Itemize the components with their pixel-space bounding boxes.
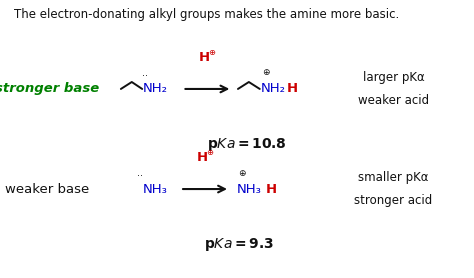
Text: stronger acid: stronger acid <box>354 194 433 207</box>
Text: H: H <box>287 83 298 95</box>
Text: stronger base: stronger base <box>0 83 100 95</box>
Text: NH₃: NH₃ <box>143 183 168 195</box>
Text: NH₂: NH₂ <box>143 83 168 95</box>
Text: ··: ·· <box>137 172 143 182</box>
Text: smaller pΚα: smaller pΚα <box>358 172 428 184</box>
Text: The electron-donating alkyl groups makes the amine more basic.: The electron-donating alkyl groups makes… <box>14 8 400 21</box>
Text: ⊕: ⊕ <box>238 169 246 178</box>
Text: NH₃: NH₃ <box>237 183 262 195</box>
Text: ⊕: ⊕ <box>206 148 213 157</box>
Text: H: H <box>197 151 208 164</box>
Text: ⊕: ⊕ <box>262 68 270 77</box>
Text: H: H <box>199 51 210 64</box>
Text: larger pΚα: larger pΚα <box>363 71 424 84</box>
Text: ⊕: ⊕ <box>209 48 215 57</box>
Text: weaker acid: weaker acid <box>358 94 429 106</box>
Text: $\mathbf{p}\mathit{Ka}$$\mathbf{ = 9.3}$: $\mathbf{p}\mathit{Ka}$$\mathbf{ = 9.3}$ <box>204 236 274 253</box>
Text: ··: ·· <box>142 71 148 81</box>
Text: $\mathbf{p}\mathit{Ka}$$\mathbf{ = 10.8}$: $\mathbf{p}\mathit{Ka}$$\mathbf{ = 10.8}… <box>207 136 286 153</box>
Text: H: H <box>265 183 276 195</box>
Text: NH₂: NH₂ <box>261 83 286 95</box>
Text: weaker base: weaker base <box>5 183 90 195</box>
